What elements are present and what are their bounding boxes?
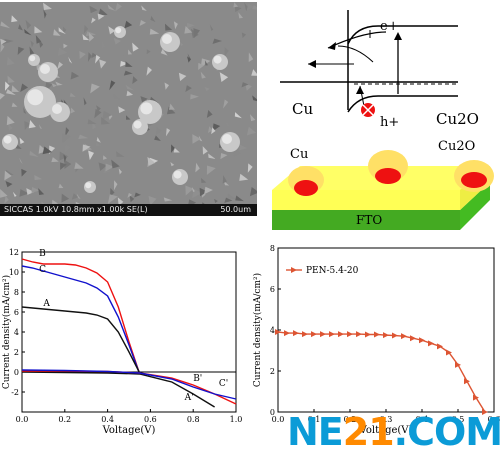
sem-caption-left: SICCAS 1.0kV 10.8mm x1.00k SE(L) — [4, 205, 148, 214]
sem-texture — [0, 2, 257, 208]
data-point — [338, 331, 344, 338]
data-point — [464, 378, 470, 385]
series-label: C' — [219, 379, 228, 389]
series-label: B' — [193, 374, 202, 384]
x-tick-label: 0.3 — [380, 415, 393, 424]
x-tick-label: 0.0 — [16, 415, 29, 424]
data-point — [356, 331, 362, 338]
y-tick-label: 6 — [14, 308, 19, 317]
cu2o-label: Cu2O — [438, 140, 475, 154]
y-tick-label: 2 — [270, 367, 275, 376]
data-point — [482, 409, 488, 415]
band-right-label: Cu2O — [436, 110, 479, 128]
y-tick-label: -2 — [11, 388, 19, 397]
y-tick-label: 10 — [9, 268, 19, 277]
y-tick-label: 6 — [270, 285, 275, 294]
plot-frame — [21, 251, 237, 413]
y-tick-label: 12 — [9, 248, 19, 257]
cu-label: Cu — [290, 147, 308, 162]
data-point — [473, 394, 479, 401]
watermark-part3: .COM — [393, 410, 500, 454]
series-label: A' — [184, 393, 194, 403]
watermark-part2: 21 — [342, 410, 395, 454]
series-line — [21, 306, 141, 374]
data-point — [410, 335, 416, 342]
y-tick-label: 4 — [270, 326, 275, 335]
fto-label: FTO — [356, 213, 382, 227]
data-point — [374, 331, 380, 338]
data-point — [446, 349, 452, 356]
series-line — [21, 265, 141, 375]
band-diagram: e+ h+ Cu Cu2O — [268, 2, 500, 142]
cu-particle — [375, 168, 401, 184]
y-tick-label: 4 — [14, 328, 19, 337]
sem-caption-bar: SICCAS 1.0kV 10.8mm x1.00k SE(L) 50.0um — [0, 204, 257, 216]
data-point — [293, 330, 299, 337]
data-point — [455, 361, 461, 368]
data-point — [320, 331, 326, 338]
y-axis-label: Current density(mA/cm²) — [252, 273, 263, 387]
y-tick-label: 8 — [270, 244, 275, 253]
x-tick-label: 0.1 — [308, 415, 321, 424]
series-label: C — [39, 265, 46, 275]
pen-chart-svg: 0.0 0.1 0.2 0.3 0.4 0.5 0.6 0 2 4 6 8 Voltage(V) Curr… — [252, 244, 500, 436]
x-tick-label: 0.8 — [187, 415, 200, 424]
x-tick-label: 0.2 — [344, 415, 357, 424]
electron-arrow — [327, 31, 387, 49]
band-left-label: Cu — [292, 100, 313, 118]
device-schematic: Cu Cu2O FTO — [268, 139, 500, 232]
data-point — [428, 340, 434, 347]
data-point — [401, 333, 407, 340]
x-tick-label: 0.6 — [488, 415, 500, 424]
data-point — [347, 331, 353, 338]
series-line — [21, 258, 141, 375]
jv-chart: 0.0 0.2 0.4 0.6 0.8 1.0 -2 0 2 4 6 8 10 12 Voltage(V) C… — [0, 244, 250, 444]
x-tick-label: 0.4 — [101, 415, 114, 424]
series-label: B — [39, 249, 46, 259]
series-line — [21, 371, 215, 408]
x-tick-label: 0.6 — [144, 415, 157, 424]
data-point — [365, 331, 371, 338]
data-point — [392, 332, 398, 339]
conduction-band — [347, 25, 458, 45]
series-label: A — [42, 299, 50, 309]
data-point — [419, 337, 425, 344]
sem-scale-label: 50.0um — [220, 205, 251, 214]
legend-marker — [291, 267, 297, 273]
jv-chart-svg: 0.0 0.2 0.4 0.6 0.8 1.0 -2 0 2 4 6 8 10 12 Voltage(V) C… — [1, 248, 243, 436]
watermark-part1: NE — [287, 410, 344, 454]
x-tick-label: 0.5 — [452, 415, 465, 424]
data-point — [275, 329, 281, 336]
x-tick-label: 0.4 — [416, 415, 429, 424]
electron-label: e+ — [380, 19, 399, 34]
series-line — [277, 331, 486, 413]
y-tick-label: 8 — [14, 288, 19, 297]
legend-label: PEN-5.4-20 — [306, 266, 359, 276]
y-tick-label: 2 — [14, 348, 19, 357]
x-axis-label: Voltage(V) — [359, 425, 413, 436]
data-point — [302, 331, 308, 338]
sem-micrograph: SICCAS 1.0kV 10.8mm x1.00k SE(L) 50.0um — [0, 2, 257, 216]
x-tick-label: 1.0 — [230, 415, 243, 424]
data-point — [311, 331, 317, 338]
y-tick-label: 0 — [14, 368, 19, 377]
data-point — [437, 343, 443, 350]
watermark-logo: NE21.COM — [287, 410, 500, 454]
data-point — [329, 331, 335, 338]
series-line — [21, 369, 237, 400]
x-tick-label: 0.0 — [272, 415, 285, 424]
y-axis-label: Current density(mA/cm²) — [1, 275, 12, 389]
data-point — [284, 330, 290, 337]
series-line — [22, 370, 237, 405]
y-tick-label: 0 — [270, 408, 275, 417]
pen-chart: 0.0 0.1 0.2 0.3 0.4 0.5 0.6 0 2 4 6 8 Voltage(V) Curr… — [248, 240, 500, 448]
hole-label: h+ — [380, 115, 399, 130]
x-axis-label: Voltage(V) — [102, 425, 156, 436]
data-point — [383, 332, 389, 339]
x-tick-label: 0.2 — [58, 415, 71, 424]
cu-particle — [294, 180, 318, 196]
cu-particle — [461, 172, 487, 188]
